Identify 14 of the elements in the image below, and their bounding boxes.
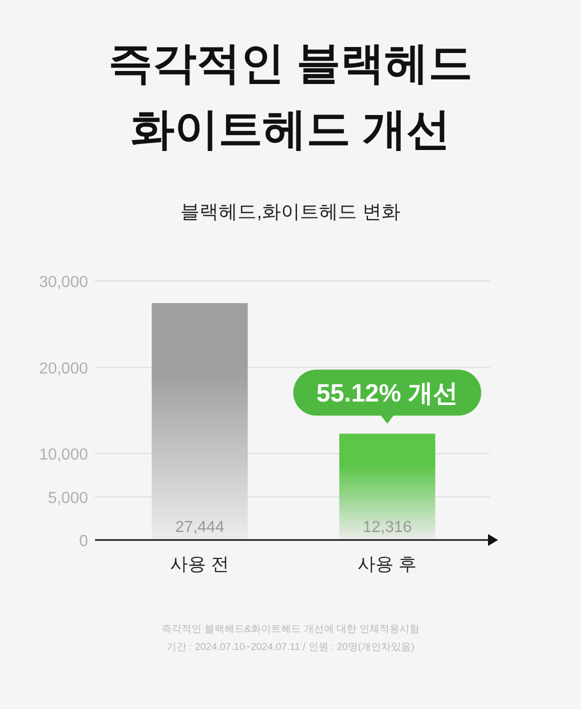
y-tick-label: 10,000 xyxy=(39,446,88,464)
data-label: 27,444 xyxy=(175,519,224,536)
annotation: 55.12% 개선 xyxy=(316,380,458,408)
chart-title: 즉각적인 블랙헤드 화이트헤드 개선 xyxy=(108,39,473,154)
y-tick-label: 20,000 xyxy=(39,360,88,378)
y-tick-label: 0 xyxy=(79,533,88,550)
y-tick-label: 30,000 xyxy=(39,274,88,291)
text: 즉각적인 블랙헤드&화이트헤드 개선에 대한 인체적용시험 xyxy=(162,624,420,635)
data-label: 12,316 xyxy=(362,519,412,536)
x-tick-label: 사용 전 xyxy=(170,554,230,574)
x-tick-label: 사용 후 xyxy=(358,554,417,574)
y-tick-label: 5,000 xyxy=(48,490,88,507)
chart-subtitle: 블랙헤드,화이트헤드 변화 xyxy=(180,202,400,223)
text: 기간 : 2024.07.10~2024.07.11 / 인원 : 20명(개인차있음) xyxy=(166,642,414,653)
